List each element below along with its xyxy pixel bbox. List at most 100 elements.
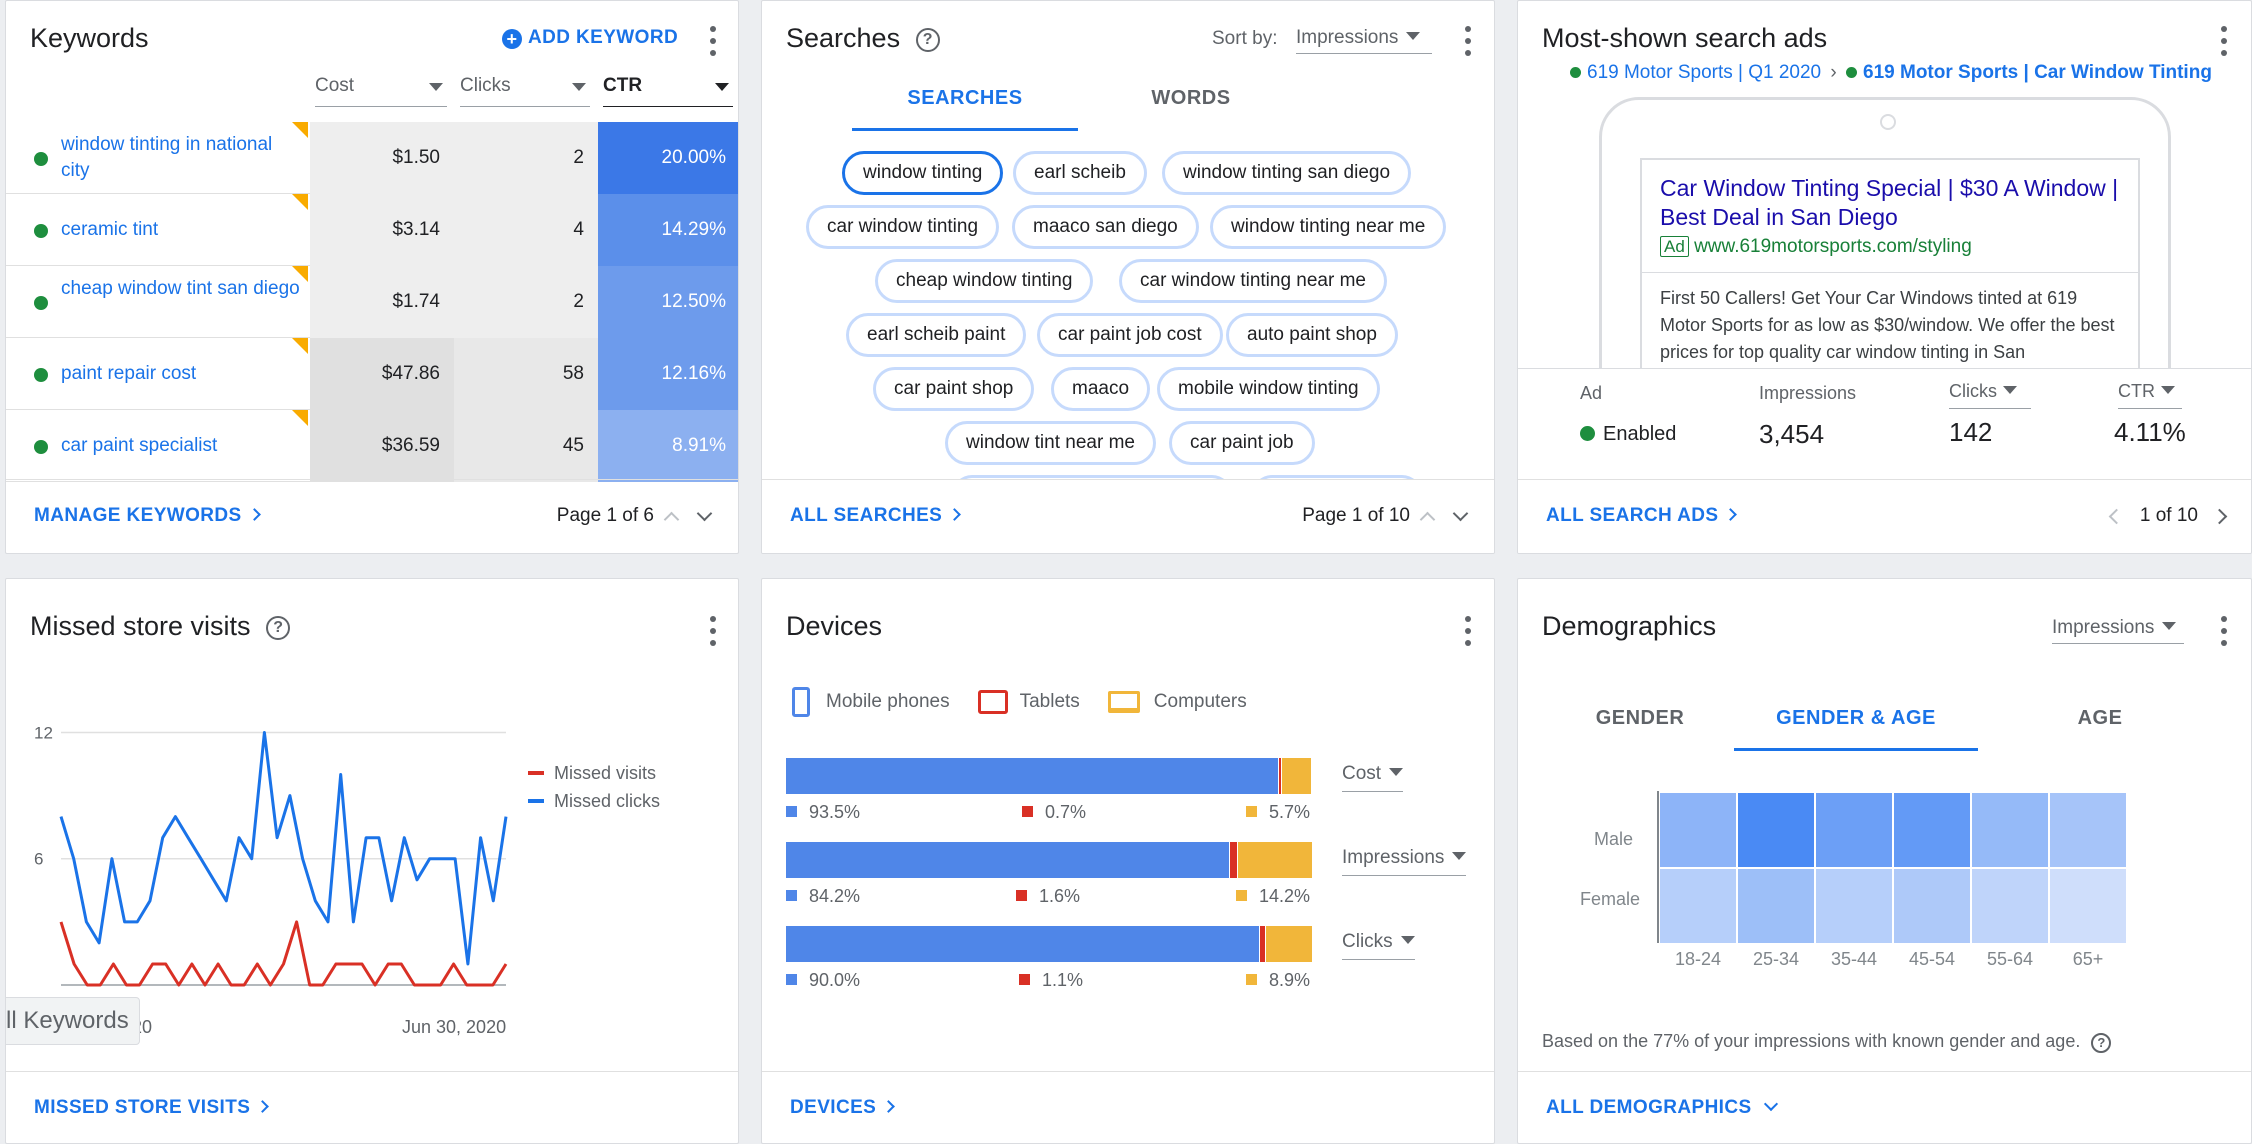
legend-missed-clicks-label: Missed clicks — [554, 791, 661, 811]
breadcrumb-ad-group[interactable]: 619 Motor Sports | Car Window Tinting — [1863, 62, 2212, 83]
demographics-more-icon[interactable] — [2219, 616, 2229, 646]
search-chip[interactable]: mobile window tinting — [1157, 367, 1380, 411]
missed-store-visits-link[interactable]: MISSED STORE VISITS — [34, 1097, 270, 1119]
age-axis-label: 35-44 — [1830, 949, 1878, 969]
search-chip[interactable]: cheap window tinting — [875, 259, 1094, 303]
bar-segment-computers — [1237, 842, 1312, 878]
impressions-stat-value: 3,454 — [1759, 419, 1825, 449]
help-icon[interactable]: ? — [915, 28, 940, 52]
device-stacked-bar[interactable] — [786, 926, 1312, 962]
search-chip[interactable]: car paint job cost — [1037, 313, 1223, 357]
heatmap-cell[interactable] — [1738, 869, 1814, 943]
device-metric-dropdown[interactable]: Cost — [1342, 763, 1404, 792]
search-chip[interactable]: auto paint shop — [1226, 313, 1398, 357]
breadcrumb-campaign[interactable]: 619 Motor Sports | Q1 2020 — [1587, 62, 1822, 83]
devices-more-icon[interactable] — [1463, 616, 1473, 646]
search-chip[interactable]: window tinting san diego — [1162, 151, 1412, 195]
add-keyword-button[interactable]: + ADD KEYWORD — [502, 27, 678, 49]
ads-more-icon[interactable] — [2219, 26, 2229, 56]
chevron-down-icon — [1763, 1096, 1778, 1112]
all-search-ads-link[interactable]: ALL SEARCH ADS — [1546, 505, 1738, 527]
help-icon[interactable]: ? — [2091, 1033, 2112, 1053]
next-page-icon[interactable] — [696, 505, 713, 521]
search-chip[interactable]: window tinting near me — [1210, 205, 1447, 249]
previous-ad-icon[interactable] — [2108, 508, 2125, 524]
clicks-column-header[interactable]: Clicks — [460, 71, 590, 107]
search-chip[interactable]: car paint job — [1169, 421, 1315, 465]
search-chip[interactable]: earl scheib — [1013, 151, 1147, 195]
devices-footer: DEVICES — [762, 1071, 1494, 1143]
missed-title-label: Missed store visits — [30, 611, 251, 641]
keyword-link[interactable]: car paint specialist — [61, 435, 218, 456]
keywords-more-icon[interactable] — [708, 26, 718, 56]
x-axis-end-label: Jun 30, 2020 — [402, 1017, 507, 1037]
keyword-link[interactable]: cheap window tint san diego — [61, 278, 300, 299]
help-icon[interactable]: ? — [266, 616, 291, 640]
devices-link[interactable]: DEVICES — [790, 1097, 896, 1119]
previous-page-icon[interactable] — [1419, 511, 1436, 527]
search-chip[interactable]: car paint shop — [873, 367, 1035, 411]
heatmap-cell[interactable] — [1738, 793, 1814, 867]
sort-dropdown-icon — [572, 83, 586, 91]
tab-gender[interactable]: GENDER — [1595, 707, 1685, 729]
device-stacked-bar[interactable] — [786, 842, 1312, 878]
all-demographics-link[interactable]: ALL DEMOGRAPHICS — [1546, 1096, 1778, 1119]
all-searches-link[interactable]: ALL SEARCHES — [790, 505, 962, 527]
device-share-label: 14.2% — [1235, 886, 1310, 907]
tab-age[interactable]: AGE — [2077, 707, 2123, 729]
keyword-link[interactable]: paint repair cost — [61, 363, 197, 384]
ctr-stat-dropdown[interactable]: CTR — [2118, 381, 2182, 409]
tab-searches[interactable]: SEARCHES — [852, 87, 1078, 131]
clicks-header-label: Clicks — [460, 75, 511, 96]
manage-keywords-link[interactable]: MANAGE KEYWORDS — [34, 505, 261, 527]
heatmap-cell[interactable] — [2050, 793, 2126, 867]
cost-column-header[interactable]: Cost — [315, 71, 447, 107]
search-chip[interactable]: earl scheib paint — [846, 313, 1027, 357]
legend-swatch — [1019, 974, 1030, 985]
demographics-metric-value: Impressions — [2052, 617, 2155, 638]
heatmap-cell[interactable] — [1972, 793, 2048, 867]
clicks-stat-dropdown[interactable]: Clicks — [1949, 381, 2031, 409]
search-chip[interactable]: maaco — [1051, 367, 1151, 411]
breadcrumb-separator: › — [1830, 62, 1837, 83]
device-share-value: 8.9% — [1268, 970, 1310, 990]
heatmap-cell[interactable] — [1660, 869, 1736, 943]
search-chip[interactable]: window tinting — [842, 151, 1004, 195]
ctr-column-header[interactable]: CTR — [603, 71, 733, 107]
device-metric-dropdown[interactable]: Impressions — [1342, 847, 1467, 876]
search-chip[interactable]: window tint near me — [945, 421, 1156, 465]
heatmap-cell[interactable] — [1894, 793, 1970, 867]
heatmap-cell[interactable] — [1816, 869, 1892, 943]
heatmap-cell[interactable] — [1816, 793, 1892, 867]
chart-legend: Missed visits Missed clicks — [528, 759, 660, 815]
device-metric-dropdown[interactable]: Clicks — [1342, 931, 1415, 960]
keyword-link[interactable]: ceramic tint — [61, 219, 159, 240]
search-chip[interactable]: car window tinting — [806, 205, 1000, 249]
keyword-link[interactable]: window tinting in national city — [61, 134, 273, 181]
search-chip[interactable]: maaco san diego — [1012, 205, 1199, 249]
sort-by-value: Impressions — [1296, 27, 1399, 48]
demographics-metric-dropdown[interactable]: Impressions — [2052, 617, 2184, 644]
next-ad-icon[interactable] — [2211, 508, 2228, 524]
sort-by-dropdown[interactable]: Impressions — [1296, 27, 1432, 54]
tab-gender-and-age[interactable]: GENDER & AGE — [1734, 707, 1978, 751]
previous-page-icon[interactable] — [663, 511, 680, 527]
heatmap-cell[interactable] — [1894, 869, 1970, 943]
clicks-cell: 58 — [454, 338, 598, 410]
age-axis-label: 45-54 — [1908, 949, 1956, 969]
heatmap-cell[interactable] — [1972, 869, 2048, 943]
tab-words[interactable]: WORDS — [1151, 87, 1231, 109]
device-share-value: 84.2% — [809, 886, 861, 906]
demographics-title: Demographics — [1542, 611, 1717, 641]
warning-corner-icon — [292, 122, 308, 138]
missed-more-icon[interactable] — [708, 616, 718, 646]
sort-by-label: Sort by: — [1212, 28, 1278, 49]
next-page-icon[interactable] — [1452, 505, 1469, 521]
bar-segment-mobile-phones — [786, 758, 1278, 794]
searches-more-icon[interactable] — [1463, 26, 1473, 56]
heatmap-cell[interactable] — [1660, 793, 1736, 867]
device-stacked-bar[interactable] — [786, 758, 1312, 794]
bar-segment-mobile-phones — [786, 926, 1260, 962]
heatmap-cell[interactable] — [2050, 869, 2126, 943]
search-chip[interactable]: car window tinting near me — [1119, 259, 1387, 303]
